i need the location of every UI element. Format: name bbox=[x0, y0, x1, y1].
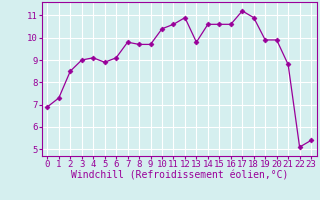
X-axis label: Windchill (Refroidissement éolien,°C): Windchill (Refroidissement éolien,°C) bbox=[70, 171, 288, 181]
